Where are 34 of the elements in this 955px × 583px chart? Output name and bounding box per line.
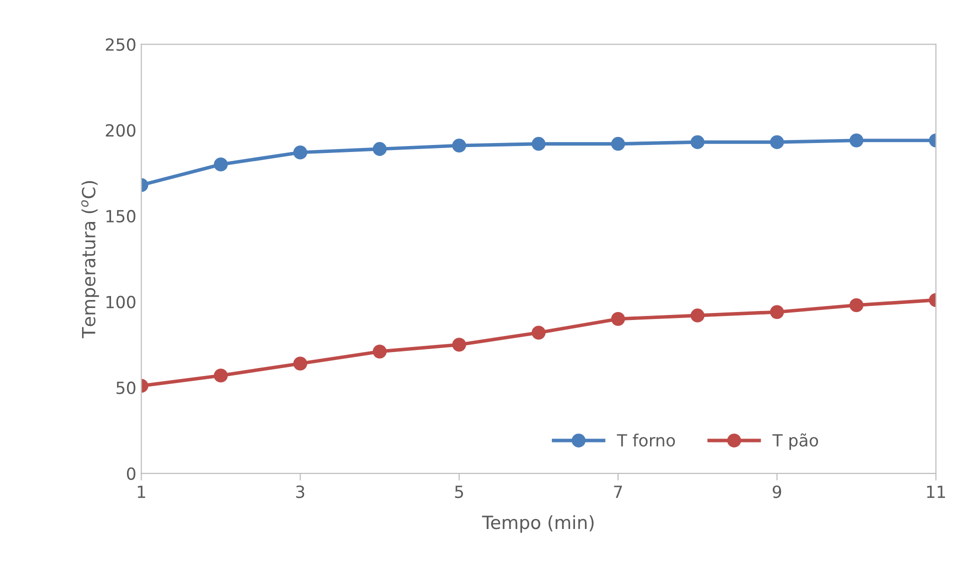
y-tick-label: 200 xyxy=(106,124,136,137)
point xyxy=(214,158,228,172)
x-axis-title: Tempo (min) xyxy=(482,515,594,533)
y-tick-label: 250 xyxy=(106,38,136,51)
point xyxy=(452,138,466,153)
point xyxy=(372,142,387,156)
x-tick-label: 9 xyxy=(772,485,782,498)
point xyxy=(293,145,308,160)
point xyxy=(214,368,228,383)
x-tick-label: 3 xyxy=(296,485,304,498)
x-tick-label: 7 xyxy=(614,486,622,498)
point xyxy=(850,298,864,312)
point xyxy=(770,305,784,320)
point xyxy=(611,312,626,326)
point xyxy=(770,135,784,150)
x-tick-label: 1 xyxy=(138,486,146,498)
point xyxy=(611,136,626,151)
x-tick-label: 11 xyxy=(927,486,945,498)
y-axis-title: Temperatura ($^{o}$C) xyxy=(81,181,99,338)
point xyxy=(532,326,546,340)
point xyxy=(532,136,546,151)
legend-label: T forno xyxy=(616,434,675,447)
point xyxy=(293,356,308,370)
legend-label: T pão xyxy=(772,433,818,450)
y-tick-label: 150 xyxy=(106,210,136,223)
point xyxy=(452,338,466,352)
point xyxy=(690,135,704,150)
y-tick-label: 100 xyxy=(106,296,136,308)
x-tick-label: 5 xyxy=(455,486,464,498)
y-tick-label: 0 xyxy=(126,467,136,480)
point xyxy=(690,308,704,322)
point xyxy=(850,133,864,148)
point xyxy=(372,344,387,358)
y-tick-label: 50 xyxy=(116,382,136,394)
